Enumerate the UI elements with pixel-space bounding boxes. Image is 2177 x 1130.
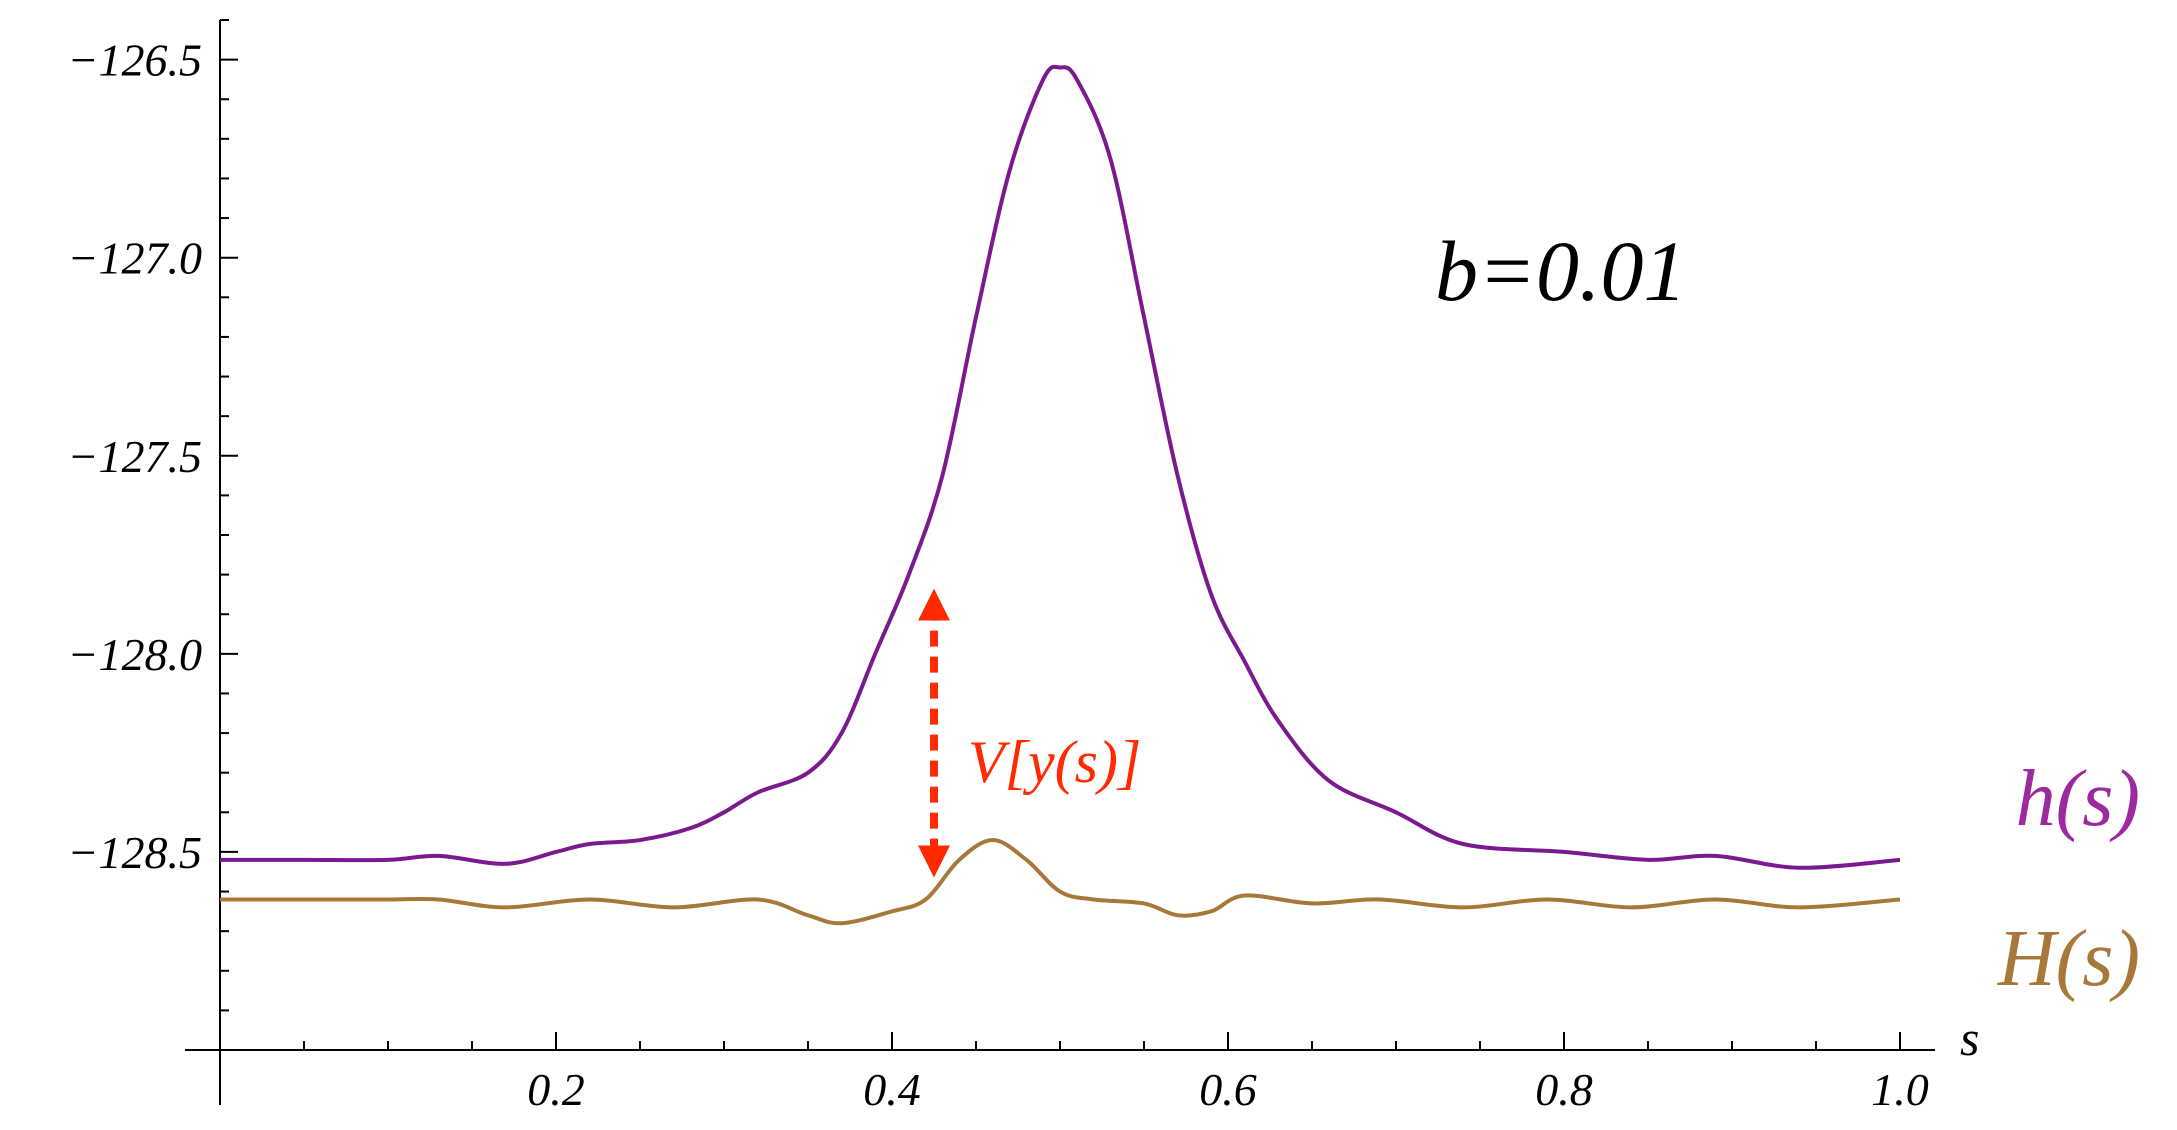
x-tick-label: 0.6: [1199, 1064, 1257, 1115]
v-arrow-label: V[y(s)]: [968, 729, 1141, 795]
y-tick-label: −128.5: [67, 827, 202, 878]
series-label-h: h(s): [2016, 755, 2140, 843]
x-tick-label: 0.2: [527, 1064, 585, 1115]
y-tick-label: −127.0: [67, 233, 202, 284]
series-line-H: [220, 838, 1901, 926]
x-axis-label: s: [1960, 1010, 1979, 1066]
y-tick-label: −127.5: [67, 431, 202, 482]
arrow-layer: V[y(s)]: [918, 588, 1141, 878]
y-tick-label: −128.0: [67, 629, 202, 680]
ticks: [220, 19, 1901, 1050]
series-label-H: H(s): [1997, 915, 2140, 1003]
x-tick-label: 1.0: [1871, 1064, 1929, 1115]
y-tick-label: −126.5: [67, 35, 202, 86]
x-tick-label: 0.4: [863, 1064, 921, 1115]
tick-labels: 0.2 0.4 0.6 0.8 1.0 −126.5 −127.0 −127.5 −128.0 −…: [67, 35, 1928, 1115]
axes: 0.2 0.4 0.6 0.8 1.0 −126.5 −127.0 −127.5 −128.0 −…: [67, 19, 1979, 1115]
series-layer: [220, 64, 1901, 926]
x-tick-label: 0.8: [1535, 1064, 1593, 1115]
series-line-h: [220, 64, 1901, 870]
b-parameter-annotation: b=0.01: [1435, 223, 1687, 319]
